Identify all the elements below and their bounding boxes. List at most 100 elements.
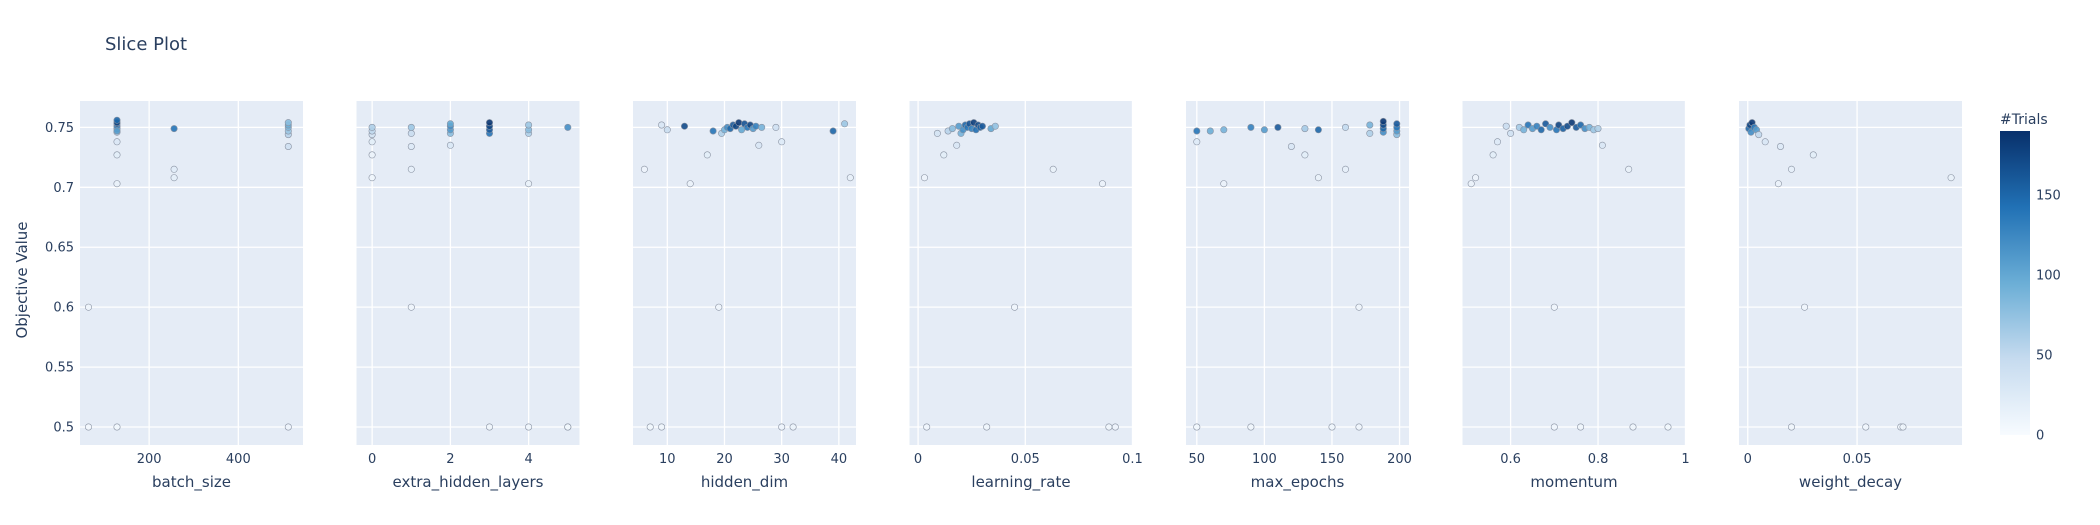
plot-background: [356, 101, 580, 445]
trial-point: [846, 174, 854, 182]
trial-point: [1105, 423, 1113, 431]
trial-point: [1594, 125, 1602, 133]
trial-point: [113, 116, 121, 124]
trial-point: [1355, 423, 1363, 431]
x-tick-label: 50: [1189, 452, 1206, 467]
trial-point: [170, 165, 178, 173]
trial-point: [368, 174, 376, 182]
trial-point: [1393, 120, 1401, 128]
x-axis-title: momentum: [1530, 473, 1617, 491]
x-tick-label: 1: [1681, 452, 1689, 467]
trial-point: [284, 423, 292, 431]
trial-point: [1502, 122, 1510, 130]
trial-point: [1011, 303, 1019, 311]
x-tick-label: 0.8: [1588, 452, 1609, 467]
trial-point: [772, 123, 780, 131]
trial-point: [1314, 126, 1322, 134]
x-tick-label: 0.05: [1843, 452, 1872, 467]
trial-point: [778, 138, 786, 146]
slice-panel-max_epochs: 50 100 150 200 max_epochs: [1186, 101, 1412, 492]
trial-point: [170, 125, 178, 133]
trial-point: [923, 423, 931, 431]
trial-point: [948, 125, 956, 133]
trial-point: [446, 141, 454, 149]
slice-panel-momentum: 0.6 0.8 1 momentum: [1462, 101, 1690, 491]
trial-point: [991, 122, 999, 130]
trial-point: [407, 123, 415, 131]
slice-panel-extra_hidden_layers: 0 2 4 extra_hidden_layers: [356, 101, 580, 492]
trial-point: [113, 180, 121, 188]
trial-point: [1537, 126, 1545, 134]
trial-point: [564, 423, 572, 431]
x-axis-title: learning_rate: [971, 473, 1070, 492]
trial-point: [1899, 423, 1907, 431]
x-tick-label: 0.05: [1011, 452, 1040, 467]
trial-point: [525, 180, 533, 188]
x-tick-label: 2: [446, 452, 454, 467]
plot-background: [1739, 101, 1962, 445]
trial-point: [1301, 125, 1309, 133]
trial-point: [1520, 126, 1528, 134]
trial-point: [85, 303, 93, 311]
trial-point: [1788, 423, 1796, 431]
trial-point: [709, 127, 717, 135]
trial-point: [658, 423, 666, 431]
colorbar-tick-label: 50: [2036, 349, 2053, 364]
trial-point: [735, 119, 743, 127]
trial-point: [1550, 423, 1558, 431]
trial-point: [658, 121, 666, 129]
trial-point: [407, 303, 415, 311]
trial-point: [1761, 138, 1769, 146]
trial-point: [983, 423, 991, 431]
trial-point: [1342, 165, 1350, 173]
plot-background: [1186, 101, 1409, 445]
plot-background: [80, 101, 303, 445]
trial-point: [1809, 151, 1817, 159]
y-tick-label: 0.55: [45, 361, 74, 376]
trial-point: [1247, 423, 1255, 431]
trial-point: [1049, 165, 1057, 173]
y-axis-title: Objective Value: [13, 221, 31, 338]
colorbar: #Trials 0 50 100 150: [2000, 112, 2061, 444]
y-tick-label: 0.6: [53, 301, 74, 316]
trial-point: [1862, 423, 1870, 431]
trial-point: [284, 119, 292, 127]
trial-point: [485, 423, 493, 431]
trial-point: [525, 121, 533, 129]
trial-point: [978, 122, 986, 130]
trial-point: [1472, 174, 1480, 182]
trial-point: [1577, 423, 1585, 431]
trial-point: [646, 423, 654, 431]
trial-point: [485, 119, 493, 127]
trial-point: [1099, 180, 1107, 188]
x-tick-label: 30: [773, 452, 790, 467]
trial-point: [113, 138, 121, 146]
plot-background: [633, 101, 856, 445]
trial-point: [1664, 423, 1672, 431]
trial-point: [1546, 123, 1554, 131]
trial-point: [1777, 143, 1785, 151]
trial-point: [933, 129, 941, 137]
trial-point: [1598, 141, 1606, 149]
trial-point: [1220, 126, 1228, 134]
x-tick-label: 0: [1744, 452, 1752, 467]
x-tick-label: 0.6: [1500, 452, 1521, 467]
plot-background: [909, 101, 1133, 445]
trial-point: [1507, 129, 1515, 137]
trial-point: [284, 143, 292, 151]
trial-point: [1260, 126, 1268, 134]
trial-point: [920, 174, 928, 182]
trial-point: [1494, 138, 1502, 146]
trial-point: [1220, 180, 1228, 188]
trial-point: [1193, 127, 1201, 135]
colorbar-ticks: 0 50 100 150: [2036, 189, 2061, 444]
trial-point: [1625, 165, 1633, 173]
x-axis-title: extra_hidden_layers: [393, 473, 544, 492]
trial-point: [663, 126, 671, 134]
slice-panel-hidden_dim: 10 20 30 40 hidden_dim: [633, 101, 856, 492]
trial-point: [368, 138, 376, 146]
trial-point: [1366, 129, 1374, 137]
trial-point: [1774, 180, 1782, 188]
